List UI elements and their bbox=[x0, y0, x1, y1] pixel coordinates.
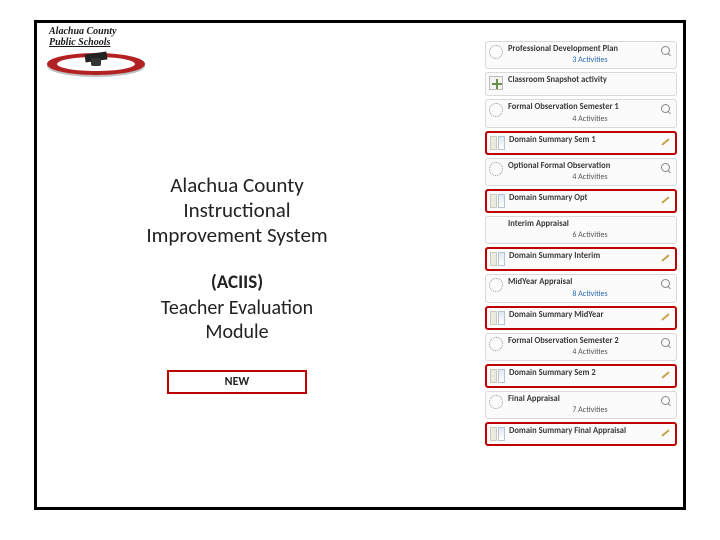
activity-panel[interactable]: Domain Summary MidYear bbox=[485, 306, 677, 330]
panel-title: Domain Summary Sem 2 bbox=[509, 369, 671, 378]
magnify-icon[interactable] bbox=[661, 338, 672, 349]
activity-panel[interactable]: Classroom Snapshot activity bbox=[485, 72, 677, 96]
magnify-icon[interactable] bbox=[661, 279, 672, 290]
panel-title: Domain Summary MidYear bbox=[509, 311, 671, 320]
slide-frame: Alachua County Public Schools Alachua Co… bbox=[34, 20, 686, 510]
progress-ring-icon bbox=[489, 162, 505, 178]
logo-graphic bbox=[41, 50, 151, 80]
panel-title: Professional Development Plan bbox=[508, 45, 672, 54]
title-line3: Improvement System bbox=[146, 222, 327, 248]
panel-title: Domain Summary Interim bbox=[509, 252, 671, 261]
progress-ring-icon bbox=[489, 103, 505, 119]
magnify-icon[interactable] bbox=[661, 104, 672, 115]
activity-panel[interactable]: Optional Formal Observation4 Activities bbox=[485, 158, 677, 186]
activity-panel[interactable]: Formal Observation Semester 1 4 Activitie… bbox=[485, 99, 677, 127]
activity-panel[interactable]: Professional Development Plan3 Activitie… bbox=[485, 41, 677, 69]
panel-subtitle: 7 Activities bbox=[508, 405, 672, 415]
panel-title: Domain Summary Opt bbox=[509, 194, 671, 203]
blank-icon bbox=[489, 220, 505, 236]
add-icon bbox=[489, 76, 505, 92]
panel-title: Optional Formal Observation bbox=[508, 162, 672, 171]
activity-panel[interactable]: Domain Summary Sem 1 bbox=[485, 131, 677, 155]
title-sub1: Teacher Evaluation bbox=[161, 296, 313, 320]
edit-icon[interactable] bbox=[660, 312, 671, 323]
edit-icon[interactable] bbox=[660, 195, 671, 206]
edit-icon[interactable] bbox=[660, 253, 671, 264]
edit-icon[interactable] bbox=[660, 428, 671, 439]
title-sub: Teacher Evaluation Module bbox=[107, 296, 367, 344]
document-icon bbox=[490, 136, 506, 152]
activity-panel[interactable]: Domain Summary Interim bbox=[485, 247, 677, 271]
logo-line1: Alachua County bbox=[49, 26, 117, 37]
panel-title: Final Appraisal bbox=[508, 395, 672, 404]
panel-title: Interim Appraisal bbox=[508, 220, 672, 229]
activity-panel[interactable]: Domain Summary Final Appraisal bbox=[485, 422, 677, 446]
title-main: Alachua County Instructional Improvement… bbox=[107, 173, 367, 249]
title-line1: Alachua County bbox=[170, 172, 303, 198]
activity-panel[interactable]: Interim Appraisal6 Activities bbox=[485, 216, 677, 244]
panel-title: MidYear Appraisal bbox=[508, 278, 672, 287]
progress-ring-icon bbox=[489, 278, 505, 294]
panel-title: Classroom Snapshot activity bbox=[508, 76, 672, 85]
panel-subtitle: 8 Activities bbox=[508, 289, 672, 299]
panel-title: Formal Observation Semester 1 bbox=[508, 103, 672, 112]
activity-panel[interactable]: Domain Summary Opt bbox=[485, 189, 677, 213]
new-badge: NEW bbox=[167, 370, 307, 394]
panel-title: Domain Summary Final Appraisal bbox=[509, 427, 671, 436]
document-icon bbox=[490, 252, 506, 268]
logo-text: Alachua County Public Schools bbox=[41, 27, 151, 48]
document-icon bbox=[490, 427, 506, 443]
logo-line2: Public Schools bbox=[49, 37, 110, 48]
magnify-icon[interactable] bbox=[661, 396, 672, 407]
title-block: Alachua County Instructional Improvement… bbox=[107, 173, 367, 394]
panel-subtitle: 4 Activities bbox=[508, 114, 672, 124]
activity-panel[interactable]: Formal Observation Semester 24 Activitie… bbox=[485, 333, 677, 361]
panel-subtitle: 6 Activities bbox=[508, 230, 672, 240]
magnify-icon[interactable] bbox=[661, 46, 672, 57]
activity-panel[interactable]: MidYear Appraisal 8 Activities bbox=[485, 274, 677, 302]
title-sub2: Module bbox=[205, 320, 268, 344]
panel-title: Formal Observation Semester 2 bbox=[508, 337, 672, 346]
district-logo: Alachua County Public Schools bbox=[41, 27, 151, 87]
panel-subtitle: 4 Activities bbox=[508, 347, 672, 357]
panel-title: Domain Summary Sem 1 bbox=[509, 136, 671, 145]
document-icon bbox=[490, 369, 506, 385]
edit-icon[interactable] bbox=[660, 370, 671, 381]
progress-ring-icon bbox=[489, 45, 505, 61]
activity-panel-list: Professional Development Plan3 Activitie… bbox=[485, 41, 677, 449]
document-icon bbox=[490, 194, 506, 210]
progress-ring-icon bbox=[489, 337, 505, 353]
graduation-cap-icon bbox=[83, 48, 109, 74]
panel-subtitle: 4 Activities bbox=[508, 172, 672, 182]
activity-panel[interactable]: Final Appraisal7 Activities bbox=[485, 391, 677, 419]
title-acronym: (ACIIS) bbox=[107, 271, 367, 294]
panel-subtitle: 3 Activities bbox=[508, 55, 672, 65]
edit-icon[interactable] bbox=[660, 137, 671, 148]
title-line2: Instructional bbox=[183, 197, 290, 223]
activity-panel[interactable]: Domain Summary Sem 2 bbox=[485, 364, 677, 388]
magnify-icon[interactable] bbox=[661, 163, 672, 174]
progress-ring-icon bbox=[489, 395, 505, 411]
document-icon bbox=[490, 311, 506, 327]
